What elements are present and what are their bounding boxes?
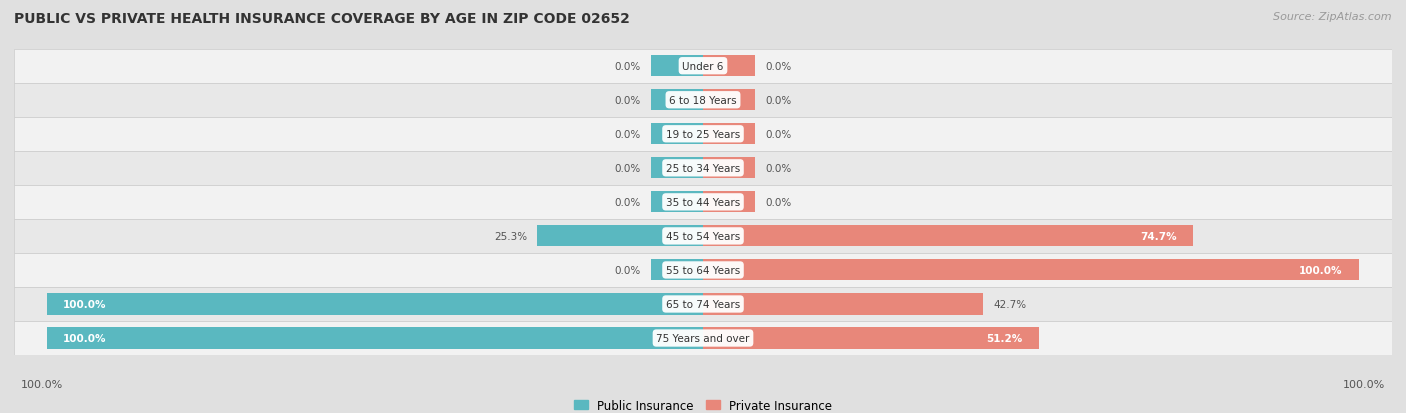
- Text: 0.0%: 0.0%: [765, 95, 792, 105]
- Text: 0.0%: 0.0%: [614, 95, 641, 105]
- Bar: [703, 124, 755, 145]
- Text: 25.3%: 25.3%: [494, 231, 527, 241]
- Text: 100.0%: 100.0%: [1299, 265, 1343, 275]
- Bar: [14, 152, 1392, 185]
- Text: 100.0%: 100.0%: [63, 333, 107, 343]
- Text: 0.0%: 0.0%: [765, 164, 792, 173]
- Bar: [703, 56, 755, 77]
- Text: 0.0%: 0.0%: [614, 164, 641, 173]
- Bar: [46, 328, 703, 349]
- Bar: [703, 260, 1360, 281]
- Text: 75 Years and over: 75 Years and over: [657, 333, 749, 343]
- Bar: [14, 185, 1392, 219]
- Text: 100.0%: 100.0%: [1343, 379, 1385, 389]
- Text: Under 6: Under 6: [682, 62, 724, 71]
- Bar: [703, 90, 755, 111]
- Bar: [703, 158, 755, 179]
- Text: 0.0%: 0.0%: [614, 197, 641, 207]
- Bar: [651, 192, 703, 213]
- Text: 42.7%: 42.7%: [993, 299, 1026, 309]
- Text: 100.0%: 100.0%: [63, 299, 107, 309]
- Legend: Public Insurance, Private Insurance: Public Insurance, Private Insurance: [569, 394, 837, 413]
- Bar: [703, 294, 983, 315]
- Bar: [14, 321, 1392, 355]
- Text: 25 to 34 Years: 25 to 34 Years: [666, 164, 740, 173]
- Bar: [14, 50, 1392, 83]
- Text: 51.2%: 51.2%: [986, 333, 1022, 343]
- Bar: [703, 226, 1194, 247]
- Text: 100.0%: 100.0%: [21, 379, 63, 389]
- Bar: [651, 56, 703, 77]
- Text: 0.0%: 0.0%: [765, 129, 792, 140]
- Bar: [651, 124, 703, 145]
- Text: 55 to 64 Years: 55 to 64 Years: [666, 265, 740, 275]
- Text: 74.7%: 74.7%: [1140, 231, 1177, 241]
- Bar: [651, 158, 703, 179]
- Bar: [46, 294, 703, 315]
- Bar: [651, 260, 703, 281]
- Text: 0.0%: 0.0%: [765, 197, 792, 207]
- Text: 35 to 44 Years: 35 to 44 Years: [666, 197, 740, 207]
- Text: Source: ZipAtlas.com: Source: ZipAtlas.com: [1274, 12, 1392, 22]
- Bar: [703, 192, 755, 213]
- Text: 45 to 54 Years: 45 to 54 Years: [666, 231, 740, 241]
- Bar: [14, 253, 1392, 287]
- Text: 65 to 74 Years: 65 to 74 Years: [666, 299, 740, 309]
- Text: 6 to 18 Years: 6 to 18 Years: [669, 95, 737, 105]
- Bar: [14, 117, 1392, 152]
- Text: 0.0%: 0.0%: [614, 129, 641, 140]
- Bar: [14, 219, 1392, 253]
- Bar: [537, 226, 703, 247]
- Text: 0.0%: 0.0%: [765, 62, 792, 71]
- Bar: [651, 90, 703, 111]
- Text: 0.0%: 0.0%: [614, 265, 641, 275]
- Bar: [14, 83, 1392, 117]
- Text: 0.0%: 0.0%: [614, 62, 641, 71]
- Text: PUBLIC VS PRIVATE HEALTH INSURANCE COVERAGE BY AGE IN ZIP CODE 02652: PUBLIC VS PRIVATE HEALTH INSURANCE COVER…: [14, 12, 630, 26]
- Bar: [703, 328, 1039, 349]
- Text: 19 to 25 Years: 19 to 25 Years: [666, 129, 740, 140]
- Bar: [14, 287, 1392, 321]
